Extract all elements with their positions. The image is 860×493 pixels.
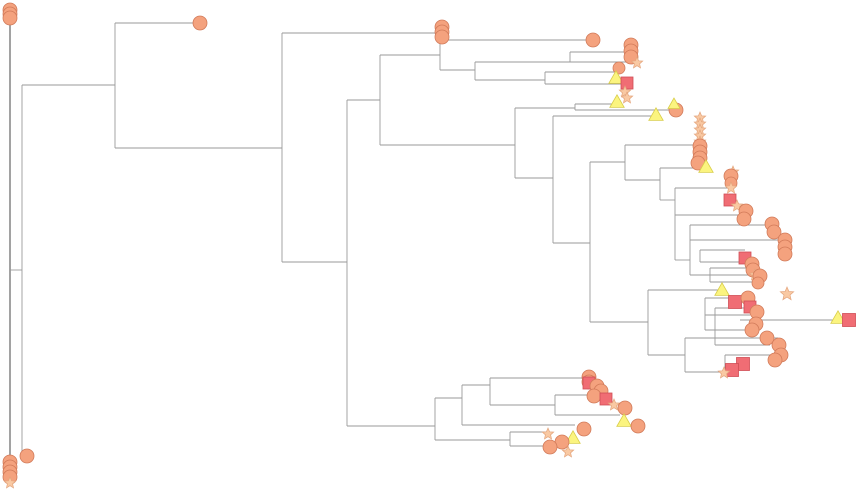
tip-triangle-marker [648, 106, 664, 121]
tree-branches [9, 10, 840, 485]
tip-star-marker [607, 398, 621, 411]
tip-square-marker [620, 76, 634, 90]
tip-circle-marker [777, 246, 793, 262]
tip-triangle-marker [667, 97, 681, 109]
tip-square-marker [725, 363, 739, 377]
tip-square-marker [599, 392, 613, 406]
tip-circle-marker [192, 15, 208, 31]
tip-circle-marker [744, 322, 760, 338]
tip-square-marker [723, 193, 737, 207]
tip-triangle-marker [608, 69, 624, 84]
tip-circle-marker [767, 352, 783, 368]
tip-circle-marker [617, 400, 633, 416]
tip-circle-marker [586, 388, 602, 404]
tip-star-marker [779, 286, 795, 301]
tip-circle-marker [19, 448, 35, 464]
tip-circle-marker [630, 418, 646, 434]
tip-circle-marker [542, 439, 558, 455]
tip-circle-marker [751, 276, 765, 290]
tip-triangle-marker [714, 281, 730, 296]
tip-triangle-marker [830, 309, 846, 324]
tip-circle-marker [736, 211, 752, 227]
tip-square-marker [842, 313, 856, 327]
tip-star-marker [541, 427, 555, 440]
tip-circle-marker [2, 10, 18, 26]
tip-square-marker [728, 295, 742, 309]
tip-star-marker [724, 181, 738, 194]
tip-star-marker [620, 91, 634, 104]
tip-circle-marker [434, 29, 450, 45]
tip-star-marker [717, 366, 731, 379]
tip-triangle-marker [698, 158, 714, 173]
tip-star-marker [561, 445, 575, 458]
tip-circle-marker [623, 49, 639, 65]
tip-circle-marker [766, 224, 782, 240]
tip-circle-marker [585, 32, 601, 48]
tip-star-marker [3, 476, 17, 489]
tip-circle-marker [759, 330, 775, 346]
tip-circle-marker [576, 421, 592, 437]
tip-triangle-marker [609, 93, 625, 108]
tip-triangle-marker [565, 429, 581, 444]
tip-triangle-marker [616, 412, 632, 427]
tip-star-marker [630, 56, 644, 69]
